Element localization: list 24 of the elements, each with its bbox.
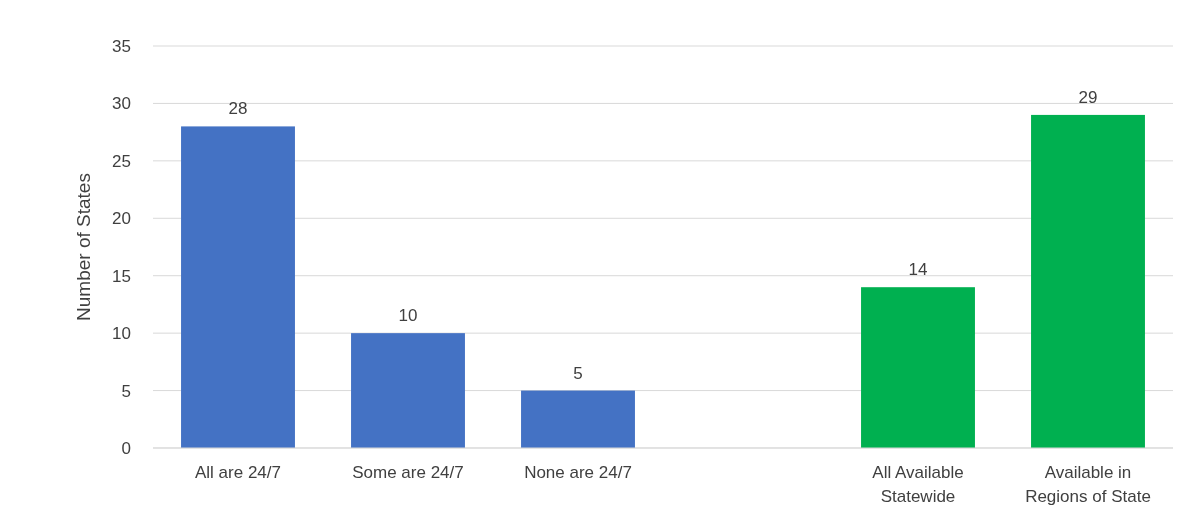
x-tick-label: All are 24/7 [195,463,281,482]
x-tick-label: All Available Statewide [872,463,964,506]
data-label: 28 [228,99,248,119]
x-tick-label: Available in Regions of State [1025,463,1151,506]
bar [181,126,295,448]
y-tick-label: 5 [121,381,131,401]
bar [521,390,635,448]
y-tick-label: 15 [112,266,131,286]
y-tick-label: 10 [112,324,131,344]
x-tick-label: None are 24/7 [524,463,632,482]
data-label: 5 [573,363,583,383]
y-axis-title: Number of States [73,173,94,321]
y-tick-label: 30 [112,94,131,114]
data-label: 14 [908,260,928,280]
y-tick-label: 25 [112,151,131,171]
bar [861,287,975,448]
bar [351,333,465,448]
y-tick-label: 0 [121,438,131,458]
y-tick-label: 20 [112,209,131,229]
data-label: 29 [1078,87,1098,107]
x-tick-label: Some are 24/7 [352,463,464,482]
bar [1031,114,1145,448]
data-label: 10 [398,306,418,326]
y-tick-label: 35 [112,36,131,56]
